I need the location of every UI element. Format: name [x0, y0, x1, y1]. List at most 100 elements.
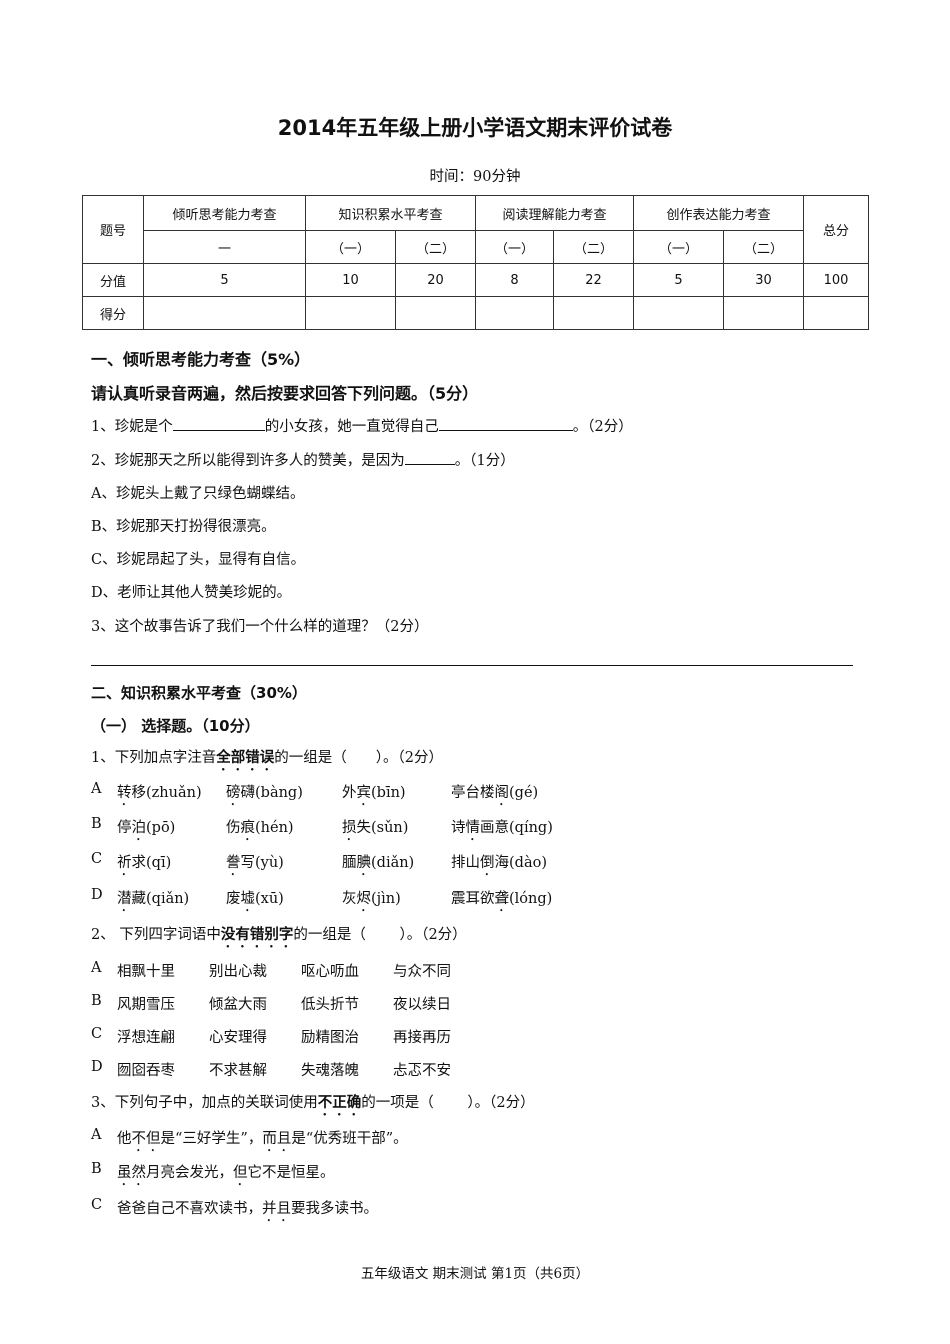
- pinyin: (jìn): [371, 891, 401, 907]
- pinyin: (zhuǎn): [146, 785, 202, 801]
- word: 废墟: [226, 891, 255, 907]
- word-char: 写: [240, 855, 256, 871]
- pinyin-option: 外宾(bīn): [342, 781, 406, 809]
- section2-heading: 二、知识积累水平考查（30%）: [91, 684, 307, 702]
- pinyin: (pō): [146, 820, 176, 836]
- answer-blank[interactable]: [438, 416, 573, 431]
- word-char: 移: [131, 785, 147, 801]
- score-value: 22: [553, 263, 634, 297]
- option-label: A: [91, 1127, 102, 1143]
- idiom-option: 夜以续日: [393, 997, 451, 1013]
- q-text: 1、下列加点字注音: [91, 750, 217, 766]
- total-header: 总分: [803, 195, 869, 264]
- sub-header: （一）: [475, 230, 554, 264]
- word: 灰烬: [342, 891, 371, 907]
- word-char: 台: [465, 785, 481, 801]
- row-head: 题号: [82, 195, 144, 264]
- word: 损失: [342, 820, 371, 836]
- idiom-option: 与众不同: [393, 964, 451, 980]
- conjunction: 但: [233, 1165, 248, 1181]
- emphasis-text: 全部错误: [216, 750, 275, 766]
- s1-question-1: 1、珍妮是个 的小女孩，她一直觉得自己 。（2分）: [91, 415, 633, 436]
- word-char: 烬: [356, 891, 372, 907]
- conjunction: 并且: [262, 1201, 291, 1217]
- idiom-option: 失魂落魄: [301, 1063, 359, 1079]
- word-char: 求: [131, 855, 147, 871]
- pinyin-option: 排山倒海(dào): [451, 851, 547, 879]
- word-char: 亭: [451, 785, 466, 801]
- word-char: 失: [356, 820, 372, 836]
- option: A、珍妮头上戴了只绿色蝴蝶结。: [91, 486, 305, 502]
- pinyin-option: 伤痕(hén): [226, 816, 294, 844]
- page-title: 2014年五年级上册小学语文期末评价试卷: [277, 116, 673, 140]
- word: 转移: [117, 785, 146, 801]
- q-text: 3、下列句子中，加点的关联词使用: [91, 1095, 318, 1111]
- option-label: C: [91, 1026, 103, 1042]
- pinyin: (sǔn): [371, 820, 409, 836]
- sub-header: （二）: [723, 230, 804, 264]
- subsection-heading: （一） 选择题。（10分）: [91, 717, 260, 735]
- q-text: 的小女孩，她一直觉得自己: [264, 419, 439, 435]
- option: D、老师让其他人赞美珍妮的。: [91, 585, 292, 601]
- emphasis-text: 没有错别字: [220, 927, 294, 943]
- word-char: 宾: [356, 785, 372, 801]
- word-char: 情: [465, 820, 481, 836]
- section1-heading: 一、倾听思考能力考查（5%）: [91, 350, 311, 369]
- option-label: A: [91, 960, 102, 976]
- score-value: 30: [723, 263, 804, 297]
- pinyin: (lóng): [509, 891, 553, 907]
- got-cell: [395, 296, 476, 330]
- pinyin-option: 祈求(qī): [117, 851, 171, 879]
- word-char: 誊: [226, 855, 241, 871]
- got-cell: [305, 296, 396, 330]
- pinyin: (qiǎn): [146, 891, 190, 907]
- idiom-option: 励精图治: [301, 1030, 359, 1046]
- conjunction: 虽然: [117, 1165, 146, 1181]
- option-label: A: [91, 781, 102, 797]
- word-char: 损: [342, 820, 357, 836]
- answer-blank[interactable]: [404, 450, 455, 465]
- conjunction: 而且: [262, 1131, 292, 1147]
- idiom-option: 别出心裁: [209, 964, 267, 980]
- word-char: 海: [494, 855, 510, 871]
- page-footer: 五年级语文 期末测试 第1页（共6页）: [360, 1266, 590, 1282]
- pinyin-option: 腼腆(diǎn): [342, 851, 414, 879]
- idiom-option: 不求甚解: [209, 1063, 267, 1079]
- pinyin-option: 誊写(yù): [226, 851, 284, 879]
- score-table: 题号 倾听思考能力考查 知识积累水平考查 阅读理解能力考查 创作表达能力考查 总…: [82, 195, 869, 330]
- word-char: 倒: [480, 855, 495, 871]
- word: 诗情画意: [451, 820, 509, 836]
- option-label: B: [91, 816, 102, 832]
- group-header: 创作表达能力考查: [633, 195, 804, 231]
- group-header: 知识积累水平考查: [305, 195, 476, 231]
- sentence-text: 月亮会发光，: [146, 1165, 233, 1181]
- idiom-option: 呕心呖血: [301, 964, 359, 980]
- word-char: 废: [226, 891, 241, 907]
- pinyin-option: 停泊(pō): [117, 816, 175, 844]
- got-cell: [553, 296, 634, 330]
- word-char: 停: [117, 820, 132, 836]
- pinyin: (hén): [255, 820, 294, 836]
- pinyin: (qī): [146, 855, 172, 871]
- word-char: 灰: [342, 891, 357, 907]
- q-text: 1、珍妮是个: [91, 419, 173, 435]
- word-char: 转: [117, 785, 132, 801]
- word-char: 耳: [465, 891, 481, 907]
- word: 磅礴: [226, 785, 255, 801]
- pinyin-option: 亭台楼阁(gé): [451, 781, 538, 809]
- s1-question-2: 2、珍妮那天之所以能得到许多人的赞美，是因为 。（1分）: [91, 449, 515, 470]
- q-text: 的一组是（ ）。（2分）: [293, 927, 467, 943]
- option: B、珍妮那天打扮得很漂亮。: [91, 519, 276, 535]
- score-label: 分值: [82, 263, 144, 297]
- emphasis-text: 不正确: [317, 1095, 362, 1111]
- word-char: 聋: [494, 891, 510, 907]
- answer-blank[interactable]: [172, 416, 265, 431]
- word-char: 墟: [240, 891, 256, 907]
- word-char: 诗: [451, 820, 466, 836]
- word-char: 痕: [240, 820, 256, 836]
- sub-header: （一）: [305, 230, 396, 264]
- word: 祈求: [117, 855, 146, 871]
- pinyin-option: 潜藏(qiǎn): [117, 887, 189, 915]
- pinyin: (gé): [509, 785, 539, 801]
